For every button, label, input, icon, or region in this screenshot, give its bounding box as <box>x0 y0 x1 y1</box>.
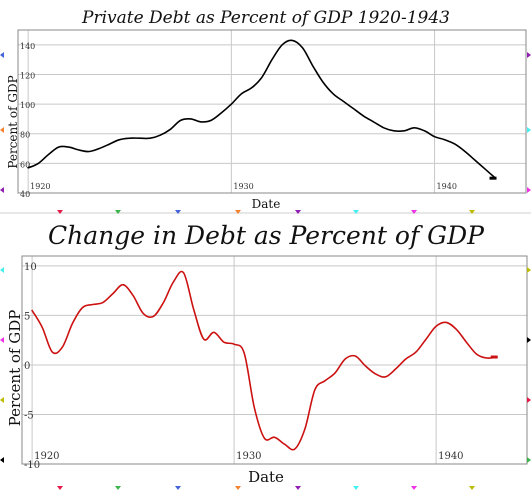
y-tick-label: -5 <box>24 410 34 421</box>
edge-marker <box>527 337 531 343</box>
x-axis-title: Date <box>252 197 281 211</box>
debt-change-chart: Change in Debt as Percent of GDP Date Pe… <box>6 221 528 486</box>
edge-marker <box>469 486 475 490</box>
edge-marker <box>175 486 181 490</box>
y-tick-label: 10 <box>24 262 37 273</box>
y-axis-title: Percent of GDP <box>6 75 20 168</box>
chart-title: Change in Debt as Percent of GDP <box>48 221 485 250</box>
y-tick-label: 100 <box>20 101 35 110</box>
series-layer <box>31 270 498 451</box>
edge-marker <box>175 210 181 214</box>
edge-marker <box>0 52 4 58</box>
y-tick-label: -10 <box>24 460 40 471</box>
edge-marker <box>115 210 121 214</box>
y-tick-label: 5 <box>24 311 30 322</box>
y-axis-title: Percent of GDP <box>6 310 24 427</box>
x-tick-label: 1920 <box>34 451 59 462</box>
x-tick-label: 1920 <box>30 182 50 191</box>
y-tick-label: 80 <box>20 131 30 140</box>
edge-markers <box>0 52 531 490</box>
edge-marker <box>0 187 4 193</box>
series-layer <box>27 39 497 180</box>
grid <box>18 30 526 193</box>
edge-marker <box>295 486 301 490</box>
edge-marker <box>235 486 241 490</box>
edge-marker <box>527 457 531 463</box>
edge-marker <box>57 210 63 214</box>
edge-marker <box>411 486 417 490</box>
y-tick-label: 120 <box>20 71 35 80</box>
edge-marker <box>527 187 531 193</box>
edge-marker <box>0 397 4 403</box>
edge-marker <box>353 486 359 490</box>
edge-marker <box>235 210 241 214</box>
edge-marker <box>527 397 531 403</box>
plot-frame <box>17 29 527 194</box>
series-line <box>27 39 497 179</box>
edge-marker <box>469 210 475 214</box>
edge-marker <box>353 210 359 214</box>
edge-marker <box>295 210 301 214</box>
grid <box>22 256 527 464</box>
edge-marker <box>0 337 4 343</box>
edge-marker <box>0 127 4 133</box>
edge-marker <box>411 210 417 214</box>
tick-labels: 40 60 80 100 120 140 1920 1930 1940 <box>20 42 457 199</box>
edge-marker <box>527 127 531 133</box>
series-line <box>31 270 498 451</box>
edge-marker <box>527 52 531 58</box>
edge-marker <box>57 486 63 490</box>
y-tick-label: 60 <box>20 160 30 169</box>
edge-marker <box>0 457 4 463</box>
y-tick-label: 140 <box>20 42 35 51</box>
plot-frame <box>21 255 528 465</box>
y-tick-label: 0 <box>24 361 30 372</box>
debt-level-chart: Private Debt as Percent of GDP 1920-1943… <box>6 8 527 211</box>
tick-labels: -10 -5 0 5 10 1920 1930 1940 <box>24 262 464 471</box>
edge-marker <box>115 486 121 490</box>
x-tick-label: 1940 <box>437 182 457 191</box>
x-tick-label: 1940 <box>438 451 463 462</box>
y-tick-label: 40 <box>20 190 30 199</box>
edge-marker <box>527 267 531 273</box>
x-tick-label: 1930 <box>236 451 261 462</box>
x-axis-title: Date <box>248 468 284 486</box>
edge-marker <box>0 267 4 273</box>
chart-title: Private Debt as Percent of GDP 1920-1943 <box>81 8 450 28</box>
x-tick-label: 1930 <box>233 182 253 191</box>
